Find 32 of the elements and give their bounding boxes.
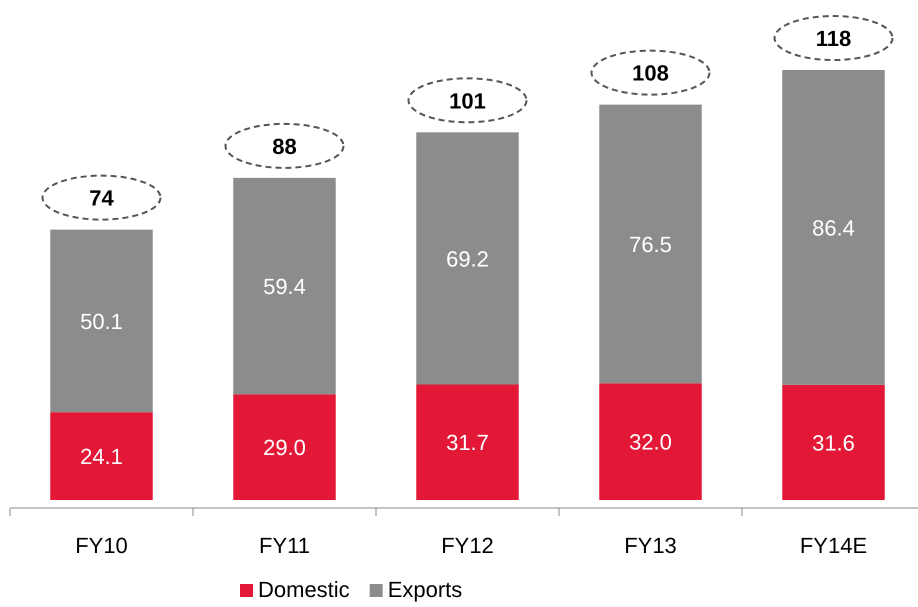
x-tick-label: FY10	[75, 533, 128, 558]
legend-label: Exports	[388, 577, 462, 602]
bar	[233, 178, 336, 394]
total-label: 108	[632, 60, 669, 86]
bar	[599, 104, 702, 384]
data-label: 69.2	[446, 246, 489, 272]
data-label: 76.5	[629, 232, 672, 258]
bar	[599, 383, 702, 500]
bar	[782, 384, 885, 500]
x-tick-label: FY13	[624, 533, 677, 558]
legend-label: Domestic	[258, 577, 350, 602]
total-label: 88	[272, 134, 297, 159]
bar	[50, 412, 153, 500]
data-label: 32.0	[629, 430, 672, 455]
x-tick-label: FY11	[259, 533, 310, 558]
bar	[233, 394, 336, 500]
data-label: 31.7	[446, 430, 489, 456]
data-label: 50.1	[80, 308, 123, 334]
x-tick-label: FY12	[441, 533, 494, 558]
data-label: 59.4	[263, 274, 306, 300]
data-label: 86.4	[812, 215, 855, 240]
data-label: 31.6	[812, 430, 855, 456]
bar	[416, 384, 519, 500]
bar	[416, 132, 519, 384]
bar	[50, 230, 153, 412]
total-label: 101	[449, 88, 486, 114]
data-label: 29.0	[263, 435, 306, 460]
bar	[782, 70, 885, 385]
total-label: 74	[89, 186, 114, 211]
x-tick-label: FY14E	[800, 533, 868, 558]
total-label: 118	[816, 26, 852, 51]
data-label: 24.1	[80, 444, 123, 470]
